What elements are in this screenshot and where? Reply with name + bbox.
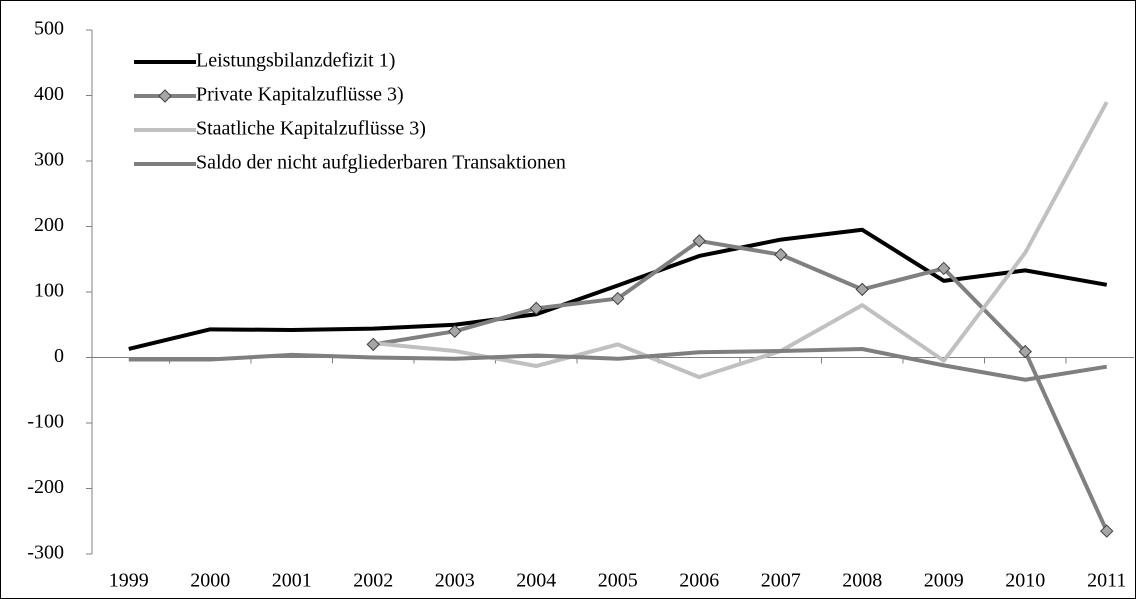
x-tick-label: 2004: [516, 570, 556, 592]
marker: [774, 247, 788, 262]
y-tick-label: -100: [27, 411, 64, 433]
marker: [611, 291, 625, 306]
marker: [855, 282, 869, 297]
x-tick-label: 2011: [1087, 570, 1126, 592]
y-tick-label: 0: [54, 345, 64, 367]
x-tick-label: 2008: [842, 570, 882, 592]
marker: [1100, 524, 1114, 538]
y-tick-label: 200: [34, 214, 64, 236]
x-tick-label: 2010: [1005, 570, 1045, 592]
marker: [1018, 344, 1032, 359]
y-tick-label: 100: [34, 280, 64, 302]
marker: [529, 301, 543, 316]
marker: [366, 337, 380, 352]
x-tick-label: 2006: [679, 570, 719, 592]
marker: [937, 261, 951, 276]
x-tick-label: 1999: [109, 570, 149, 592]
x-tick-label: 2003: [435, 570, 475, 592]
y-tick-label: 300: [34, 149, 64, 171]
x-tick-label: 2002: [353, 570, 393, 592]
legend-label: Staatliche Kapitalzuflüsse 3): [196, 118, 426, 140]
series-line: [128, 346, 1108, 382]
x-tick-label: 2000: [190, 570, 230, 592]
x-tick-label: 2001: [272, 570, 312, 592]
x-tick-label: 2009: [924, 570, 964, 592]
x-tick-label: 2005: [598, 570, 638, 592]
series-line: [372, 238, 1109, 532]
y-tick-label: -300: [27, 542, 64, 564]
series-line: [373, 101, 1109, 380]
y-tick-label: 500: [34, 18, 64, 40]
legend-label: Leistungsbilanzdefizit 1): [196, 50, 395, 72]
legend-marker: [158, 89, 172, 103]
series-line: [128, 227, 1108, 351]
y-tick-label: -200: [27, 476, 64, 498]
y-tick-label: 400: [34, 83, 64, 105]
legend-label: Private Kapitalzuflüsse 3): [196, 84, 404, 106]
legend-label: Saldo der nicht aufgliederbaren Transakt…: [196, 152, 566, 174]
marker: [448, 324, 462, 339]
marker: [692, 234, 706, 248]
x-tick-label: 2007: [761, 570, 801, 592]
